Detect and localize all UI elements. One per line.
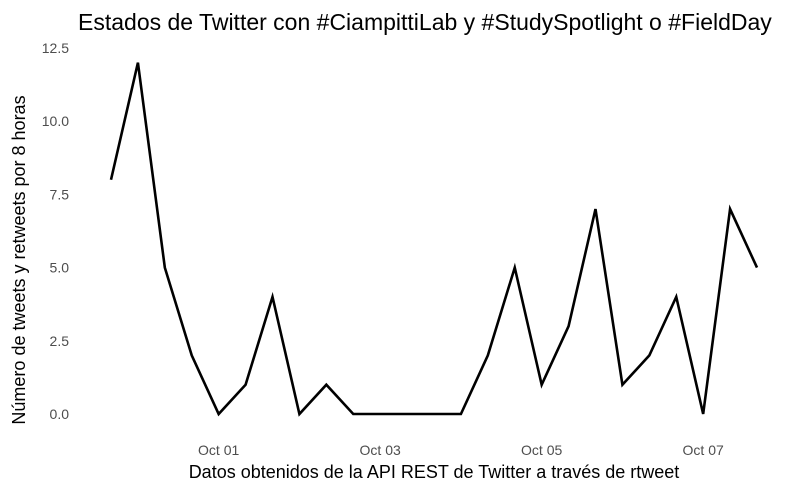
y-axis: 0.0 2.5 5.0 7.5 10.0 12.5 — [42, 40, 69, 422]
x-axis: Oct 01 Oct 03 Oct 05 Oct 07 — [198, 442, 724, 458]
y-tick-label: 2.5 — [50, 333, 70, 349]
y-tick-label: 7.5 — [50, 186, 70, 202]
series-line — [109, 62, 759, 417]
y-tick-label: 10.0 — [42, 113, 69, 129]
x-tick-label: Oct 05 — [521, 442, 562, 458]
y-tick-label: 12.5 — [42, 40, 69, 56]
y-tick-label: 5.0 — [50, 260, 70, 276]
chart-title: Estados de Twitter con #CiampittiLab y #… — [78, 9, 772, 35]
y-tick-label: 0.0 — [50, 406, 70, 422]
y-axis-title: Número de tweets y retweets por 8 horas — [9, 95, 29, 424]
x-tick-label: Oct 07 — [683, 442, 724, 458]
x-axis-title: Datos obtenidos de la API REST de Twitte… — [189, 462, 680, 482]
x-tick-label: Oct 03 — [360, 442, 401, 458]
x-tick-label: Oct 01 — [198, 442, 239, 458]
